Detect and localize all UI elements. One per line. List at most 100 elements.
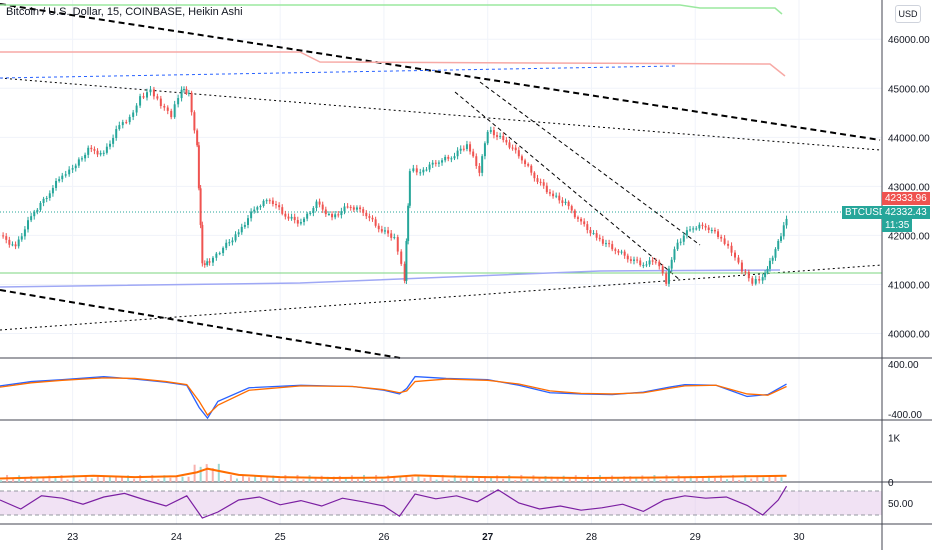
candle <box>125 122 128 124</box>
candle <box>428 164 431 170</box>
candle <box>8 239 11 245</box>
volume-bar <box>677 475 680 482</box>
volume-bar <box>60 475 63 482</box>
candle <box>704 225 707 228</box>
volume-bar <box>235 478 238 482</box>
candle <box>152 89 155 97</box>
candle <box>23 229 26 237</box>
x-tick-label: 27 <box>482 532 494 543</box>
trendline-upper <box>0 3 881 141</box>
candle <box>727 243 730 246</box>
y-tick-label: 41000.00 <box>888 280 930 291</box>
candle <box>598 237 601 240</box>
candle <box>695 228 698 230</box>
candle <box>751 278 754 284</box>
candle <box>246 218 249 226</box>
candle <box>196 130 199 146</box>
candle <box>327 213 330 215</box>
candle <box>290 216 293 219</box>
candle <box>132 112 135 117</box>
volume-bar <box>756 475 759 482</box>
volume-bar <box>526 478 529 482</box>
candle <box>459 148 462 151</box>
volume-bar <box>774 476 777 482</box>
candle <box>552 193 555 197</box>
candle <box>112 137 115 144</box>
candle <box>415 168 418 173</box>
candle <box>431 162 434 165</box>
candle <box>39 202 42 210</box>
currency-button[interactable]: USD <box>895 5 921 23</box>
volume-bar <box>592 479 595 482</box>
volume-bar <box>550 476 553 482</box>
x-tick-label: 24 <box>171 532 183 543</box>
candle <box>670 259 673 269</box>
candle <box>642 265 645 267</box>
volume-bar <box>187 476 190 482</box>
candle <box>492 130 495 136</box>
x-tick-label: 28 <box>586 532 598 543</box>
candle <box>486 131 489 144</box>
volume-bar <box>719 475 722 482</box>
candle <box>648 260 651 265</box>
volume-bar <box>538 477 541 482</box>
volume-bar <box>278 478 281 482</box>
y-tick-label: 42000.00 <box>888 231 930 242</box>
volume-bar <box>768 476 771 482</box>
candle <box>456 150 459 157</box>
candle <box>761 277 764 281</box>
volume-bar <box>653 475 656 482</box>
candle <box>346 206 349 208</box>
candle <box>228 242 231 244</box>
candle <box>199 188 202 225</box>
volume-bar <box>502 478 505 482</box>
candle <box>105 146 108 153</box>
candle <box>281 207 284 214</box>
candle <box>118 125 121 130</box>
candle <box>422 169 425 173</box>
candle <box>90 147 93 150</box>
volume-bar <box>453 475 456 482</box>
candle <box>121 122 124 126</box>
candle <box>253 209 256 212</box>
volume-bar <box>139 474 142 482</box>
candle <box>149 89 152 93</box>
volume-bar <box>199 466 202 482</box>
candle <box>240 226 243 233</box>
candle <box>614 249 617 251</box>
volume-bar <box>496 475 499 482</box>
rsi-tick-label: 50.00 <box>888 499 913 510</box>
candle <box>514 147 517 151</box>
volume-bar <box>248 477 251 482</box>
candle <box>777 240 780 250</box>
candle <box>225 242 228 248</box>
volume-bar <box>266 477 269 482</box>
volume-bar <box>732 474 735 482</box>
candle <box>355 207 358 210</box>
candle <box>502 135 505 141</box>
candle <box>231 240 234 243</box>
candle <box>393 237 396 239</box>
candle <box>359 207 362 210</box>
candle <box>380 229 383 232</box>
volume-bar <box>429 475 432 482</box>
countdown-tag: 11:35 <box>882 219 913 232</box>
candle <box>11 244 14 246</box>
candle <box>14 244 17 247</box>
candle <box>768 260 771 269</box>
volume-bar <box>762 477 765 482</box>
candle <box>536 178 539 182</box>
candle <box>368 216 371 218</box>
candle <box>713 229 716 232</box>
volume-bar <box>108 476 111 482</box>
candle <box>99 153 102 155</box>
volume-bar <box>683 477 686 482</box>
x-tick-label: 25 <box>275 532 287 543</box>
candle <box>271 200 274 204</box>
volume-bar <box>0 480 2 482</box>
volume-bar <box>459 478 462 482</box>
candle <box>259 205 262 208</box>
volume-bar <box>169 477 172 482</box>
volume-bar <box>102 477 105 482</box>
